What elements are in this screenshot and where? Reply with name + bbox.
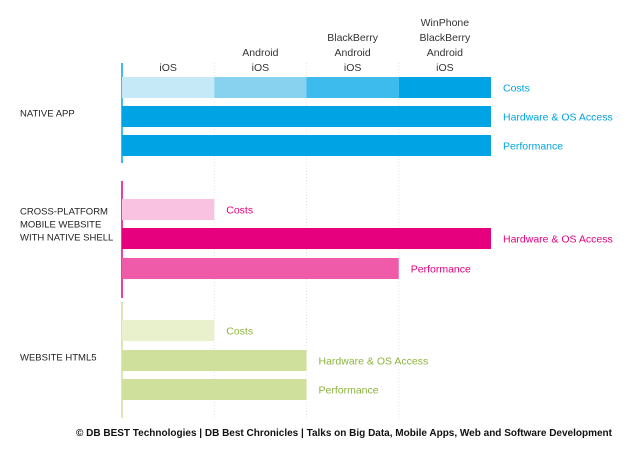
bar bbox=[122, 350, 307, 371]
bar bbox=[122, 258, 399, 279]
bar bbox=[122, 199, 215, 220]
footer-credit: © DB BEST Technologies | DB Best Chronic… bbox=[76, 428, 613, 439]
column-header-label: iOS bbox=[252, 62, 270, 74]
bar-segment bbox=[306, 77, 399, 98]
column-header-label: iOS bbox=[159, 62, 177, 74]
bar bbox=[122, 106, 491, 127]
bar-label: Costs bbox=[226, 326, 253, 338]
bar-segment bbox=[122, 77, 215, 98]
bar-label: Performance bbox=[503, 141, 563, 153]
bar-label: Hardware & OS Access bbox=[503, 112, 613, 124]
bar bbox=[122, 379, 307, 400]
column-header-label: iOS bbox=[344, 62, 362, 74]
bar bbox=[122, 135, 491, 156]
bar-label: Performance bbox=[411, 264, 471, 276]
group-name: MOBILE WEBSITE bbox=[20, 220, 101, 231]
column-header-label: BlackBerry bbox=[419, 32, 471, 44]
column-header-label: BlackBerry bbox=[327, 32, 379, 44]
bar bbox=[122, 228, 491, 249]
group-name: WEBSITE HTML5 bbox=[20, 353, 97, 364]
group-name: NATIVE APP bbox=[20, 109, 75, 120]
bar bbox=[122, 320, 215, 341]
bar-label: Hardware & OS Access bbox=[319, 356, 429, 368]
column-header-label: Android bbox=[242, 47, 278, 59]
column-header-label: iOS bbox=[436, 62, 454, 74]
column-header-label: Android bbox=[427, 47, 463, 59]
group-name: CROSS-PLATFORM bbox=[20, 207, 108, 218]
bar-label: Costs bbox=[503, 83, 530, 95]
column-header-label: Android bbox=[335, 47, 371, 59]
bar-segment bbox=[214, 77, 307, 98]
column-header-label: WinPhone bbox=[421, 17, 470, 29]
bar-label: Performance bbox=[319, 385, 379, 397]
bar-segment bbox=[398, 77, 491, 98]
bar-label: Costs bbox=[226, 205, 253, 217]
group-name: WITH NATIVE SHELL bbox=[20, 233, 113, 244]
bar-label: Hardware & OS Access bbox=[503, 234, 613, 246]
